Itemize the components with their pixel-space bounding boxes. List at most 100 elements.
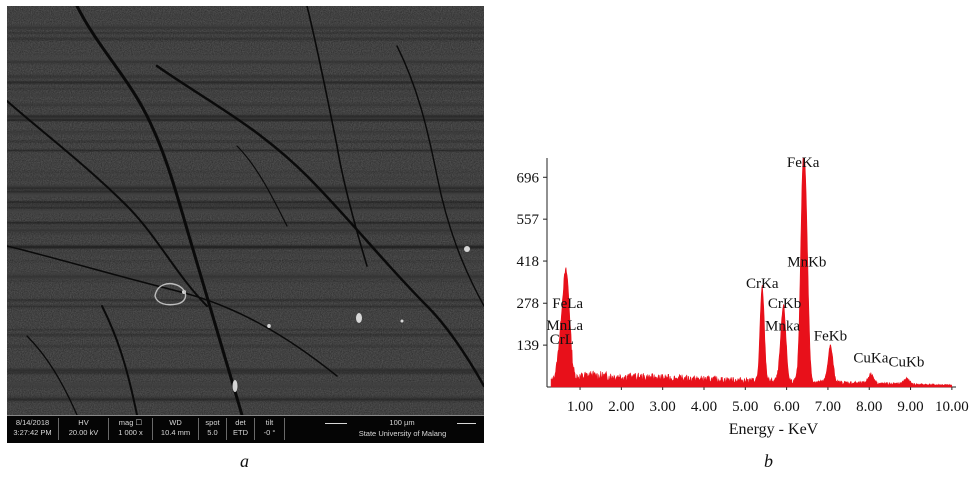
databar-wd: WD 10.4 mm bbox=[153, 418, 199, 440]
surface-streak bbox=[7, 193, 484, 197]
databar-mag: mag ☐ 1 000 x bbox=[109, 418, 153, 440]
y-tick-label: 278 bbox=[517, 296, 540, 312]
surface-streak bbox=[7, 225, 484, 227]
databar-time: 3:27:42 PM bbox=[13, 428, 52, 437]
y-tick-label: 418 bbox=[517, 254, 540, 270]
sem-image bbox=[7, 6, 484, 415]
databar-hv: HV 20.00 kV bbox=[59, 418, 109, 440]
surface-streak bbox=[7, 276, 484, 279]
surface-streak bbox=[7, 81, 484, 84]
peak-label: MnLa bbox=[546, 318, 583, 334]
x-tick-label: 1.00 bbox=[567, 399, 593, 415]
surface-streak bbox=[7, 141, 484, 142]
surface-streak bbox=[7, 16, 484, 17]
x-tick-label: 3.00 bbox=[650, 399, 676, 415]
surface-streak bbox=[7, 60, 484, 64]
surface-crack bbox=[7, 100, 208, 307]
surface-crack bbox=[101, 305, 138, 415]
surface-crack bbox=[26, 335, 78, 415]
databar-det-value: ETD bbox=[233, 428, 248, 437]
surface-streak bbox=[7, 208, 484, 209]
surface-streak bbox=[7, 58, 484, 61]
databar-spot: spot 5.0 bbox=[199, 418, 227, 440]
databar-wd-value: 10.4 mm bbox=[160, 428, 191, 437]
x-axis-title: Energy - KeV bbox=[729, 421, 819, 438]
surface-streak bbox=[7, 329, 484, 331]
x-tick-label: 5.00 bbox=[732, 399, 758, 415]
eds-spectrum-chart: 139 278 418 557 696 1.00 2.00 3.00 4.00 5.00 6.00 7… bbox=[490, 140, 979, 450]
scale-bar-label: 100 µm bbox=[347, 418, 457, 428]
surface-streak bbox=[7, 87, 484, 90]
x-tick-label: 2.00 bbox=[608, 399, 634, 415]
databar-det-label: det bbox=[235, 418, 246, 427]
x-tick-label: 6.00 bbox=[773, 399, 799, 415]
bright-particle bbox=[464, 246, 470, 252]
surface-streak bbox=[7, 103, 484, 107]
surface-streak bbox=[7, 32, 484, 34]
surface-streak bbox=[7, 115, 484, 118]
bright-particle bbox=[400, 319, 404, 323]
surface-streak bbox=[7, 334, 484, 336]
databar-hv-value: 20.00 kV bbox=[68, 428, 99, 437]
x-tick-label: 7.00 bbox=[815, 399, 841, 415]
surface-streak bbox=[7, 187, 484, 190]
surface-streak bbox=[7, 382, 484, 385]
x-tick-label: 8.00 bbox=[856, 399, 882, 415]
peak-label: CrKa bbox=[746, 276, 779, 292]
panel-a-caption: a bbox=[240, 451, 249, 471]
surface-streak bbox=[7, 209, 484, 212]
surface-streak bbox=[7, 280, 484, 282]
surface-streak bbox=[7, 211, 484, 214]
surface-crack bbox=[236, 145, 288, 227]
surface-streak bbox=[7, 252, 484, 255]
databar-datetime: 8/14/2018 3:27:42 PM bbox=[7, 418, 59, 440]
databar-mag-label: mag ☐ bbox=[118, 418, 143, 427]
databar-mag-value: 1 000 x bbox=[118, 428, 143, 437]
databar-spot-label: spot bbox=[205, 418, 220, 427]
surface-streak bbox=[7, 25, 484, 28]
bright-particle bbox=[267, 324, 271, 328]
peak-label: FeKa bbox=[787, 155, 820, 171]
databar-hv-label: HV bbox=[78, 418, 89, 427]
surface-streak bbox=[7, 177, 484, 180]
databar-spot-value: 5.0 bbox=[207, 428, 218, 437]
surface-streak bbox=[7, 222, 484, 224]
spectrum-area bbox=[550, 157, 953, 388]
x-tick-label: 10.00 bbox=[935, 399, 969, 415]
surface-streak bbox=[7, 371, 484, 374]
surface-streak bbox=[7, 399, 484, 402]
surface-streak bbox=[7, 299, 484, 302]
surface-streak bbox=[7, 149, 484, 152]
surface-streak bbox=[7, 228, 484, 232]
x-tick-label: 9.00 bbox=[897, 399, 923, 415]
y-tick-label: 557 bbox=[517, 212, 540, 228]
databar-det: det ETD bbox=[227, 418, 255, 440]
surface-streak bbox=[7, 274, 484, 276]
surface-streak bbox=[7, 192, 484, 195]
surface-streak bbox=[7, 272, 484, 275]
surface-streak bbox=[7, 247, 484, 249]
x-tick-label: 4.00 bbox=[691, 399, 717, 415]
surface-streak bbox=[7, 119, 484, 121]
peak-label: FeKb bbox=[814, 328, 847, 344]
surface-crack bbox=[7, 245, 338, 377]
peak-label: CuKb bbox=[889, 355, 925, 371]
databar-tilt-label: tilt bbox=[265, 418, 274, 427]
surface-streak bbox=[7, 232, 484, 234]
surface-streak bbox=[7, 171, 484, 173]
surface-crack bbox=[155, 64, 484, 388]
surface-streak bbox=[7, 261, 484, 262]
surface-streak bbox=[7, 75, 484, 76]
surface-streak bbox=[7, 245, 484, 248]
surface-streak bbox=[7, 368, 484, 372]
surface-streak bbox=[7, 114, 484, 116]
y-tick-label: 139 bbox=[517, 338, 540, 354]
databar-tilt: tilt -0 ° bbox=[255, 418, 285, 440]
peak-label: MnKb bbox=[787, 254, 826, 270]
sem-data-bar: 8/14/2018 3:27:42 PM HV 20.00 kV mag ☐ 1… bbox=[7, 415, 484, 443]
organization-label: State University of Malang bbox=[358, 429, 447, 438]
databar-wd-label: WD bbox=[169, 418, 182, 427]
surface-streak bbox=[7, 345, 484, 347]
surface-streak bbox=[7, 55, 484, 58]
surface-streak bbox=[7, 385, 484, 388]
